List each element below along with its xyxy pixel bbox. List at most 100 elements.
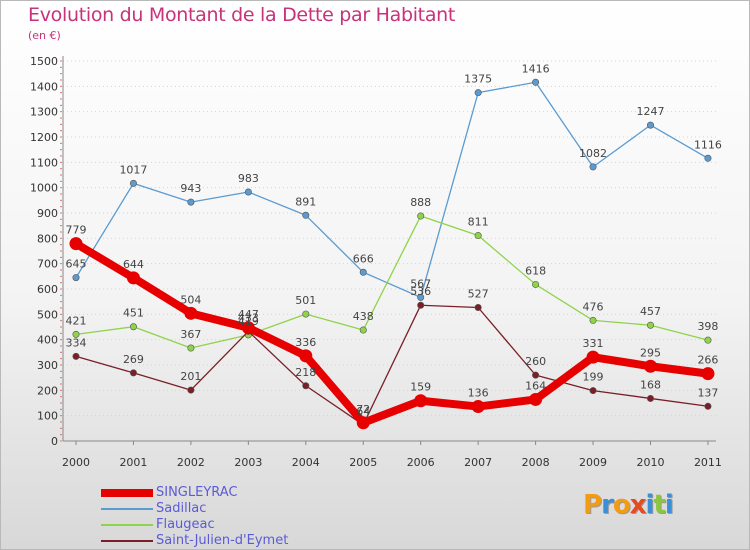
y-tick-label: 800 xyxy=(37,232,58,245)
data-point xyxy=(701,367,715,381)
data-label: 433 xyxy=(238,311,259,324)
y-tick-label: 200 xyxy=(37,384,58,397)
data-label: 201 xyxy=(180,370,201,383)
logo-letter: t xyxy=(653,490,665,520)
data-label: 72 xyxy=(356,403,370,416)
data-label: 421 xyxy=(66,314,87,327)
data-label: 891 xyxy=(295,195,316,208)
data-label: 1017 xyxy=(119,163,147,176)
series-line xyxy=(75,81,709,299)
data-point xyxy=(417,212,425,220)
data-label: 136 xyxy=(468,387,489,400)
data-point xyxy=(126,271,140,285)
data-point xyxy=(589,163,597,171)
data-label: 645 xyxy=(66,258,87,271)
logo-letter: i xyxy=(645,490,655,520)
data-point xyxy=(359,268,367,276)
data-label: 137 xyxy=(697,386,718,399)
y-tick-label: 300 xyxy=(37,359,58,372)
data-label: 943 xyxy=(180,182,201,195)
data-point xyxy=(72,330,80,338)
legend-label: Flaugeac xyxy=(156,517,215,532)
data-point xyxy=(359,326,367,334)
data-label: 438 xyxy=(353,310,374,323)
series-line xyxy=(72,239,712,427)
data-label: 504 xyxy=(180,293,201,306)
data-point xyxy=(532,371,540,379)
y-tick-label: 1100 xyxy=(30,156,58,169)
chart-title: Evolution du Montant de la Dette par Hab… xyxy=(28,4,456,26)
chart-subtitle: (en €) xyxy=(28,29,61,42)
y-tick-label: 1300 xyxy=(30,106,58,119)
series-line xyxy=(75,215,709,349)
data-point xyxy=(299,349,313,363)
y-tick-label: 900 xyxy=(37,207,58,220)
x-tick-label: 2001 xyxy=(119,456,147,469)
data-point xyxy=(187,198,195,206)
data-point xyxy=(532,78,540,86)
legend-swatch xyxy=(101,489,153,497)
data-label: 1116 xyxy=(694,138,722,151)
y-tick-label: 1200 xyxy=(30,131,58,144)
data-point xyxy=(529,392,543,406)
data-point xyxy=(704,154,712,162)
logo-letter: i xyxy=(664,490,674,520)
y-tick-label: 100 xyxy=(37,410,58,423)
legend-swatch xyxy=(101,508,153,510)
data-label: 618 xyxy=(525,264,546,277)
data-point xyxy=(356,416,370,430)
data-label: 331 xyxy=(583,337,604,350)
data-label: 1375 xyxy=(464,73,492,86)
data-label: 367 xyxy=(180,328,201,341)
data-label: 476 xyxy=(583,300,604,313)
data-point xyxy=(646,394,654,402)
data-label: 168 xyxy=(640,378,661,391)
y-tick-label: 0 xyxy=(51,435,58,448)
data-point xyxy=(471,400,485,414)
data-label: 266 xyxy=(697,354,718,367)
data-point xyxy=(414,394,428,408)
data-label: 398 xyxy=(697,320,718,333)
y-tick-label: 600 xyxy=(37,283,58,296)
x-tick-label: 2009 xyxy=(579,456,607,469)
series-line xyxy=(75,304,709,426)
data-label: 451 xyxy=(123,307,144,320)
proxiti-logo: Proxiti xyxy=(583,490,674,520)
data-point xyxy=(244,188,252,196)
data-label: 666 xyxy=(353,252,374,265)
data-label: 336 xyxy=(295,336,316,349)
data-label: 419 xyxy=(238,315,259,328)
y-tick-label: 1400 xyxy=(30,80,58,93)
data-label: 779 xyxy=(66,224,87,237)
data-label: 334 xyxy=(66,336,87,349)
x-tick-label: 2000 xyxy=(62,456,90,469)
series-sadillac xyxy=(72,78,712,301)
data-label: 983 xyxy=(238,172,259,185)
data-point xyxy=(187,386,195,394)
data-point xyxy=(302,310,310,318)
series-flaugeac xyxy=(72,212,712,352)
data-point xyxy=(129,323,137,331)
y-tick-label: 400 xyxy=(37,334,58,347)
data-point xyxy=(302,211,310,219)
data-point xyxy=(474,232,482,240)
logo-letter: P xyxy=(583,490,602,520)
logo-letter: o xyxy=(612,490,631,520)
data-point xyxy=(644,359,657,373)
data-label: 218 xyxy=(295,366,316,379)
data-label: 1416 xyxy=(522,62,550,75)
x-tick-label: 2008 xyxy=(522,456,550,469)
data-point xyxy=(72,352,80,360)
data-point xyxy=(129,369,137,377)
data-point xyxy=(72,274,80,282)
legend-label: Sadillac xyxy=(156,501,207,516)
data-label: 164 xyxy=(525,379,546,392)
x-tick-label: 2011 xyxy=(694,456,722,469)
data-point xyxy=(69,237,83,251)
x-tick-label: 2006 xyxy=(407,456,435,469)
legend-swatch xyxy=(101,540,153,542)
series-singleyrac xyxy=(69,237,715,430)
data-point xyxy=(646,321,654,329)
